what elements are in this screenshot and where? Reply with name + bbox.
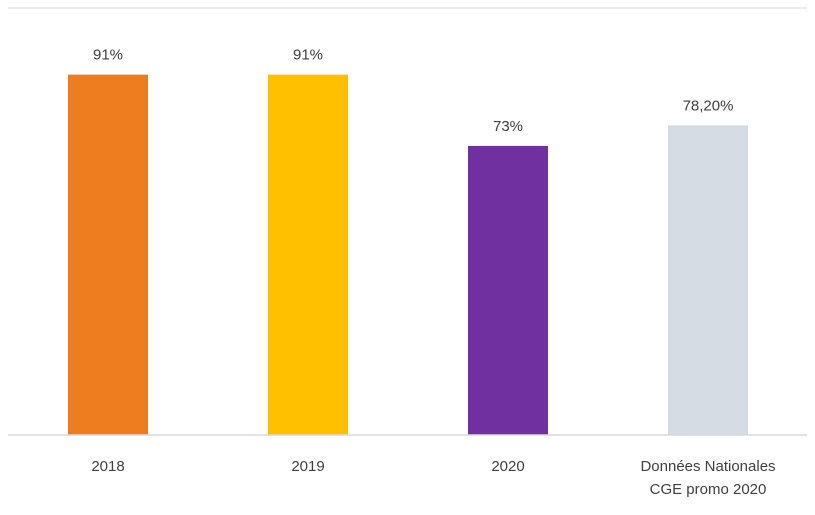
x-tick-label-1: 2019 <box>291 458 324 475</box>
x-tick-label-3-line-0: Données Nationales <box>640 458 775 475</box>
x-tick-label-2: 2020 <box>491 458 524 475</box>
data-label-3: 78,20% <box>683 97 734 114</box>
x-tick-label-0: 2018 <box>91 458 124 475</box>
x-tick-label-3-line-1: CGE promo 2020 <box>650 481 767 498</box>
bar-3 <box>668 125 748 435</box>
data-label-0: 91% <box>93 47 123 64</box>
data-label-1: 91% <box>293 47 323 64</box>
bars-group <box>68 74 748 436</box>
bar-1 <box>268 74 348 435</box>
data-labels-group: 91% 91% 73% 78,20% <box>93 47 733 135</box>
x-tick-labels-group: 2018 2019 2020 Données Nationales CGE promo … <box>91 458 775 498</box>
bar-2 <box>468 145 548 436</box>
bar-0 <box>68 74 148 435</box>
data-label-2: 73% <box>493 118 523 135</box>
